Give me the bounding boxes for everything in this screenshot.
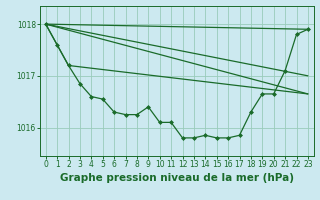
X-axis label: Graphe pression niveau de la mer (hPa): Graphe pression niveau de la mer (hPa) xyxy=(60,173,294,183)
